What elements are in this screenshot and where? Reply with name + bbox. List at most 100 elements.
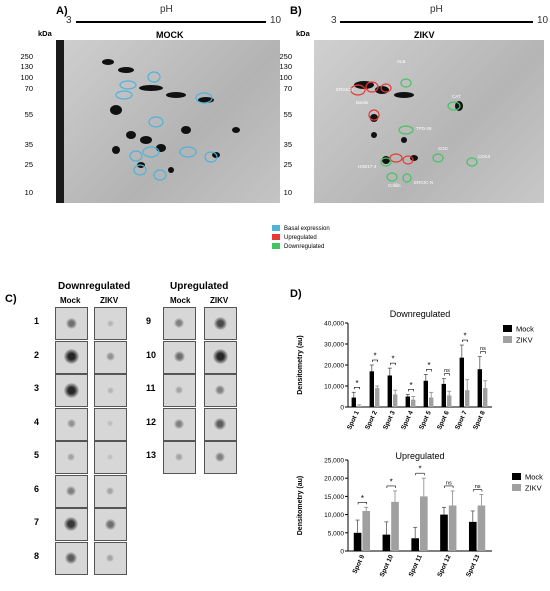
panel-d-letter: D) xyxy=(290,288,302,300)
y-tick-label: 0 xyxy=(340,549,344,556)
blot-row-label: 1 xyxy=(34,316,40,326)
protein-spot xyxy=(105,352,115,361)
y-tick-label: 15,000 xyxy=(324,494,344,501)
protein-spot xyxy=(67,453,75,461)
x-tick-label: Spot 1 xyxy=(346,410,361,431)
blot-mock xyxy=(55,340,88,374)
panel-a-gel-title: MOCK xyxy=(156,30,184,40)
mw-tick: 25 xyxy=(24,160,33,169)
bar-mock xyxy=(351,397,356,407)
bar-zikv xyxy=(477,505,486,551)
x-tick-label: Spot 9 xyxy=(351,554,366,575)
blot-mock xyxy=(163,307,196,340)
legend-swatch-zikv xyxy=(512,484,521,491)
protein-spot xyxy=(213,316,227,330)
downregulated-bar-chart: Downregulated Densitometry (au) 0 10,000 20,… xyxy=(297,309,534,431)
mw-tick: 250 xyxy=(20,52,33,61)
legend-swatch-down xyxy=(272,243,280,250)
protein-spot xyxy=(66,485,76,496)
significance-label: * xyxy=(409,381,412,390)
blot-zikv xyxy=(204,407,237,441)
significance-label: * xyxy=(463,332,466,341)
significance-label: * xyxy=(391,355,394,364)
protein-spot xyxy=(173,351,185,362)
blot-zikv xyxy=(94,441,127,474)
panel-a-letter: A) xyxy=(56,5,68,17)
blot-zikv xyxy=(94,340,127,374)
bar-zikv xyxy=(465,390,470,407)
y-tick-label: 40,000 xyxy=(324,321,344,328)
panel-a-kda-label: kDa xyxy=(38,29,52,38)
x-tick-label: Spot 2 xyxy=(364,410,379,431)
blot-zikv xyxy=(94,541,127,575)
y-tick-label: 25,000 xyxy=(324,458,344,465)
blot-row-label: 3 xyxy=(34,383,40,393)
blot-zikv xyxy=(94,307,127,340)
x-tick-label: Spot 10 xyxy=(379,554,395,579)
mw-tick: 70 xyxy=(24,84,33,93)
y-tick-label: 20,000 xyxy=(324,476,344,483)
panel-b-ph-gradient-line xyxy=(340,21,533,23)
x-tick-label: Spot 4 xyxy=(400,410,415,431)
chart-title: Downregulated xyxy=(390,309,451,319)
blot-row-label: 2 xyxy=(34,349,40,360)
upregulated-header: Upregulated xyxy=(170,281,229,292)
protein-spot xyxy=(65,551,77,564)
panel-b-gel-image: ZIKV ALB ERGIC3 Basile CAT TPD-28 SOD CD… xyxy=(314,30,544,203)
blot-row-label: 10 xyxy=(146,349,157,360)
legend-swatch-up xyxy=(272,234,280,241)
gel-protein-label: TPD-28 xyxy=(416,126,432,131)
mw-tick: 10 xyxy=(24,188,33,197)
bar-zikv xyxy=(391,501,399,551)
blot-row-label: 12 xyxy=(146,416,157,427)
panel-b-ph-low: 3 xyxy=(331,15,337,26)
protein-spot xyxy=(63,382,79,398)
x-tick-label: Spot 6 xyxy=(436,410,451,431)
x-tick-label: Spot 5 xyxy=(418,410,433,431)
blot-row-label: 13 xyxy=(146,450,157,460)
significance-label: ns xyxy=(444,368,450,374)
y-tick-label: 10,000 xyxy=(324,384,344,391)
downregulated-header: Downregulated xyxy=(58,281,131,292)
blot-row-label: 7 xyxy=(34,517,40,527)
x-tick-label: Spot 3 xyxy=(382,410,397,431)
mw-tick: 25 xyxy=(283,160,292,169)
y-tick-label: 20,000 xyxy=(324,363,344,370)
panel-b-gel-spots xyxy=(350,78,478,183)
panel-a-ph-low: 3 xyxy=(66,15,72,26)
bar-zikv xyxy=(483,388,488,407)
legend-label: Upregulated xyxy=(284,235,317,241)
gel-protein-label: ALB xyxy=(397,59,406,64)
blot-mock xyxy=(55,307,88,340)
blot-mock xyxy=(163,407,196,441)
mw-tick: 35 xyxy=(24,140,33,149)
y-tick-label: 30,000 xyxy=(324,342,344,349)
panel-a-ph-label: pH xyxy=(160,4,173,15)
bar-zikv xyxy=(448,505,457,551)
bar-mock xyxy=(441,383,446,407)
legend: Basal expression Upregulated Downregulat… xyxy=(272,225,330,252)
blot-zikv xyxy=(94,474,127,508)
gel-protein-label: HSB17-4 xyxy=(358,164,377,169)
blot-zikv xyxy=(94,508,127,541)
panel-a-gel-spots xyxy=(56,40,240,203)
chart-title: Upregulated xyxy=(395,451,444,461)
y-tick-label: 5,000 xyxy=(328,530,345,537)
protein-spot xyxy=(64,517,78,531)
x-tick-label: Spot 12 xyxy=(436,554,452,579)
blot-mock xyxy=(55,508,88,541)
col-mock-up: Mock xyxy=(170,296,191,305)
mw-tick: 100 xyxy=(279,73,292,82)
panel-b-ph-label: pH xyxy=(430,4,443,15)
blot-mock xyxy=(163,441,196,474)
gel-protein-label: Basile xyxy=(356,100,369,105)
y-tick-label: 10,000 xyxy=(324,512,344,519)
gel-edge xyxy=(56,40,64,203)
blot-row-label: 8 xyxy=(34,550,40,561)
bar-mock xyxy=(423,380,428,407)
y-tick-label: 0 xyxy=(340,405,344,412)
bar-zikv xyxy=(357,405,362,407)
legend-swatch-zikv xyxy=(503,336,512,343)
legend-swatch-mock xyxy=(512,473,521,480)
blot-row-label: 9 xyxy=(146,316,152,326)
